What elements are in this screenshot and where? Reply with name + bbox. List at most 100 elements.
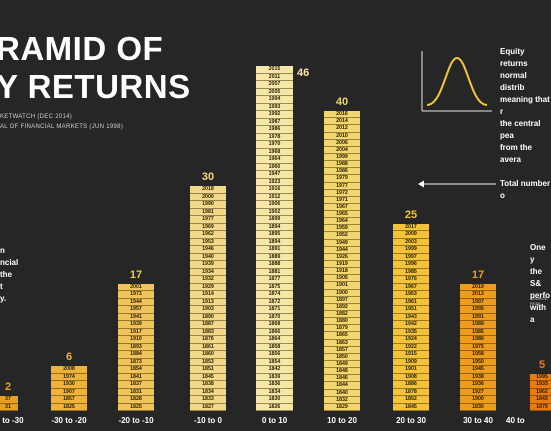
year-cell: 1852 — [393, 396, 429, 404]
bar-count-label: 2 — [4, 381, 12, 393]
year-cell: 1860 — [190, 351, 226, 359]
year-cell: 1883 — [190, 328, 226, 336]
year-cell: 2010 — [324, 132, 360, 140]
year-cell: 1986 — [256, 126, 293, 134]
year-cell: 1939 — [118, 321, 154, 329]
year-cell: 1825 — [51, 403, 87, 411]
year-cell: 1988 — [324, 161, 360, 169]
year-cell: 1985 — [460, 328, 496, 336]
year-cell: 1833 — [190, 396, 226, 404]
year-cell: 1933 — [530, 381, 551, 389]
year-cell: 1894 — [256, 223, 293, 231]
year-cell: 1894 — [256, 238, 293, 246]
x-tick-label: 40 to — [506, 416, 525, 425]
year-cell: 1974 — [51, 373, 87, 381]
year-cell: 1987 — [256, 118, 293, 126]
total-note: Total number o — [500, 179, 551, 200]
year-cell: 1832 — [324, 396, 360, 404]
year-cell: 1830 — [256, 396, 293, 404]
year-cell: 1919 — [324, 261, 360, 269]
year-cell: 1995 — [530, 373, 551, 381]
year-cell: 1842 — [256, 366, 293, 374]
year-cell: 1970 — [256, 141, 293, 149]
year-cell: 1938 — [460, 373, 496, 381]
year-cell: 1826 — [256, 403, 293, 411]
year-cell: 1943 — [393, 313, 429, 321]
normal-note-line: meaning that r — [500, 95, 550, 116]
year-cell: 1993 — [256, 103, 293, 111]
year-cell: 1903 — [190, 306, 226, 314]
year-cell: 1941 — [118, 313, 154, 321]
year-cell: 1880 — [324, 318, 360, 326]
year-cell: 1901 — [324, 282, 360, 290]
year-cell: 1837 — [118, 381, 154, 389]
year-cell: 1914 — [190, 291, 226, 299]
year-cell: 1977 — [324, 182, 360, 190]
bar-count-label: 6 — [65, 351, 73, 363]
year-cell: 1905 — [324, 275, 360, 283]
year-cell: 1895 — [256, 231, 293, 239]
year-cell: 1961 — [393, 298, 429, 306]
year-cell: 1828 — [118, 396, 154, 404]
normal-note-line: Equity returns — [500, 47, 528, 68]
year-cell: 1841 — [118, 373, 154, 381]
year-cell: 1989 — [460, 321, 496, 329]
year-cell: 1899 — [256, 216, 293, 224]
year-cell: 1902 — [256, 208, 293, 216]
x-tick-label: 20 to 30 — [396, 416, 426, 425]
year-cell: 2018 — [190, 186, 226, 194]
x-tick-label: -40 to -30 — [0, 416, 24, 425]
year-cell: 1958 — [460, 351, 496, 359]
year-cell: 1840 — [324, 389, 360, 397]
year-cell: 1866 — [256, 328, 293, 336]
year-cell: 1863 — [324, 339, 360, 347]
bar-column: 1825 1828 1831 1837 1841 1854 1873 1884 1893 1910… — [118, 283, 154, 411]
year-cell: 1951 — [393, 306, 429, 314]
year-cell: 1916 — [256, 186, 293, 194]
year-cell: 1930 — [51, 381, 87, 389]
year-cell: 1829 — [324, 403, 360, 411]
year-cell: 1839 — [256, 373, 293, 381]
year-cell: 2009 — [393, 231, 429, 239]
left-note-line: t — [0, 282, 3, 291]
year-cell: 1959 — [324, 225, 360, 233]
year-cell: 1913 — [190, 298, 226, 306]
sp-note-line: One y — [530, 243, 546, 264]
year-cell: 31 — [0, 403, 18, 411]
year-cell: 1871 — [256, 306, 293, 314]
year-cell: 1881 — [256, 268, 293, 276]
chart-title-line2: Y RETURNS — [0, 68, 191, 105]
bar-count-label: 25 — [404, 208, 418, 221]
year-cell: 1917 — [118, 328, 154, 336]
year-cell: 2003 — [393, 238, 429, 246]
year-cell: 1848 — [324, 368, 360, 376]
year-cell: 1949 — [324, 239, 360, 247]
x-tick-label: -10 to 0 — [193, 416, 222, 425]
year-cell: 1845 — [393, 403, 429, 411]
year-cell: 1868 — [256, 321, 293, 329]
year-cell: 1915 — [393, 351, 429, 359]
bar-count-label: 5 — [538, 358, 546, 371]
year-cell: 1979 — [324, 175, 360, 183]
left-note-line: n — [0, 246, 5, 255]
year-cell: 1879 — [324, 325, 360, 333]
bar-count-label: 30 — [201, 171, 215, 183]
year-cell: 1838 — [190, 381, 226, 389]
year-cell: 1849 — [324, 361, 360, 369]
year-cell: 2005 — [256, 88, 293, 96]
year-cell: 1865 — [324, 332, 360, 340]
year-cell: 1945 — [460, 366, 496, 374]
year-cell: 1971 — [324, 196, 360, 204]
year-cell: 1932 — [190, 276, 226, 284]
year-cell: 2007 — [256, 81, 293, 89]
year-cell: 1975 — [460, 343, 496, 351]
year-cell: 2012 — [324, 125, 360, 133]
year-cell: 1879 — [530, 403, 551, 411]
year-cell: 1967 — [393, 283, 429, 291]
year-cell: 2019 — [460, 283, 496, 291]
year-cell: 1907 — [51, 388, 87, 396]
year-cell: 1890 — [190, 313, 226, 321]
year-cell: 1997 — [460, 298, 496, 306]
year-cell: 1999 — [393, 246, 429, 254]
year-cell: 1856 — [256, 351, 293, 359]
